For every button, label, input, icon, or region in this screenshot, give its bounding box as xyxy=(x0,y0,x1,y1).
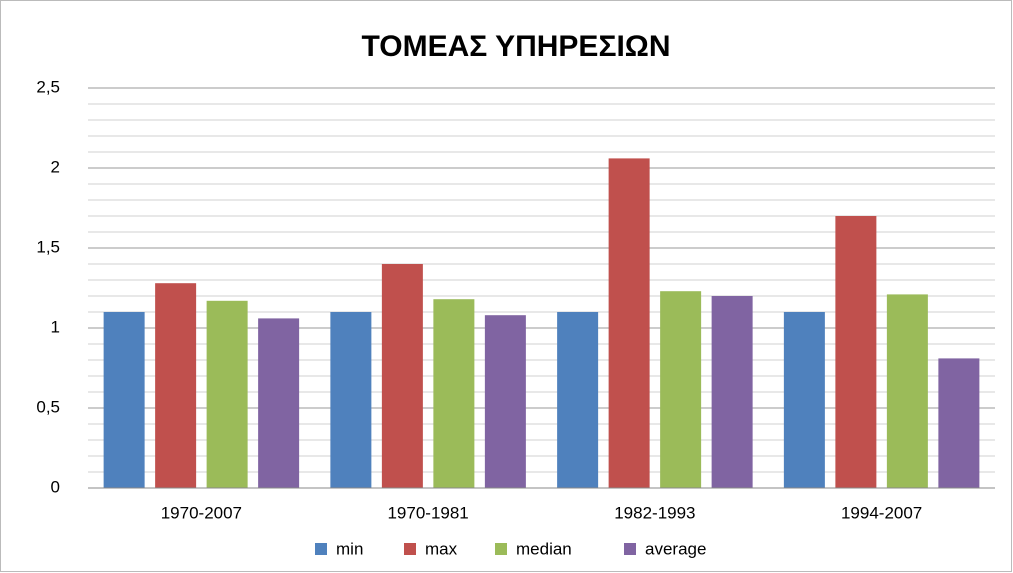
legend-swatch xyxy=(315,543,327,555)
y-tick-label: 0 xyxy=(51,477,60,496)
bar xyxy=(886,294,928,488)
bar xyxy=(783,312,825,488)
bar xyxy=(938,358,980,488)
bar xyxy=(258,318,300,488)
x-tick-label: 1970-1981 xyxy=(387,503,468,522)
y-tick-label: 0,5 xyxy=(36,397,60,416)
bar xyxy=(103,312,145,488)
legend-swatch xyxy=(624,543,636,555)
bar xyxy=(660,291,702,488)
bar xyxy=(711,296,753,488)
bar xyxy=(155,283,197,488)
chart-title: ΤΟΜΕΑΣ ΥΠΗΡΕΣΙΩΝ xyxy=(362,30,671,63)
bar xyxy=(835,216,877,488)
legend-label: median xyxy=(516,539,572,558)
y-tick-label: 1 xyxy=(51,317,60,336)
x-tick-label: 1982-1993 xyxy=(614,503,695,522)
bar xyxy=(206,300,248,488)
bar xyxy=(433,299,475,488)
y-tick-label: 1,5 xyxy=(36,237,60,256)
x-tick-label: 1994-2007 xyxy=(841,503,922,522)
bar xyxy=(381,264,423,488)
x-tick-label: 1970-2007 xyxy=(161,503,242,522)
bar xyxy=(484,315,526,488)
y-tick-label: 2,5 xyxy=(36,77,60,96)
bar xyxy=(330,312,372,488)
legend-swatch xyxy=(404,543,416,555)
bar xyxy=(557,312,599,488)
legend-swatch xyxy=(495,543,507,555)
legend-label: average xyxy=(645,539,706,558)
y-tick-label: 2 xyxy=(51,157,60,176)
legend-label: min xyxy=(336,539,363,558)
legend-label: max xyxy=(425,539,458,558)
bar xyxy=(608,158,650,488)
